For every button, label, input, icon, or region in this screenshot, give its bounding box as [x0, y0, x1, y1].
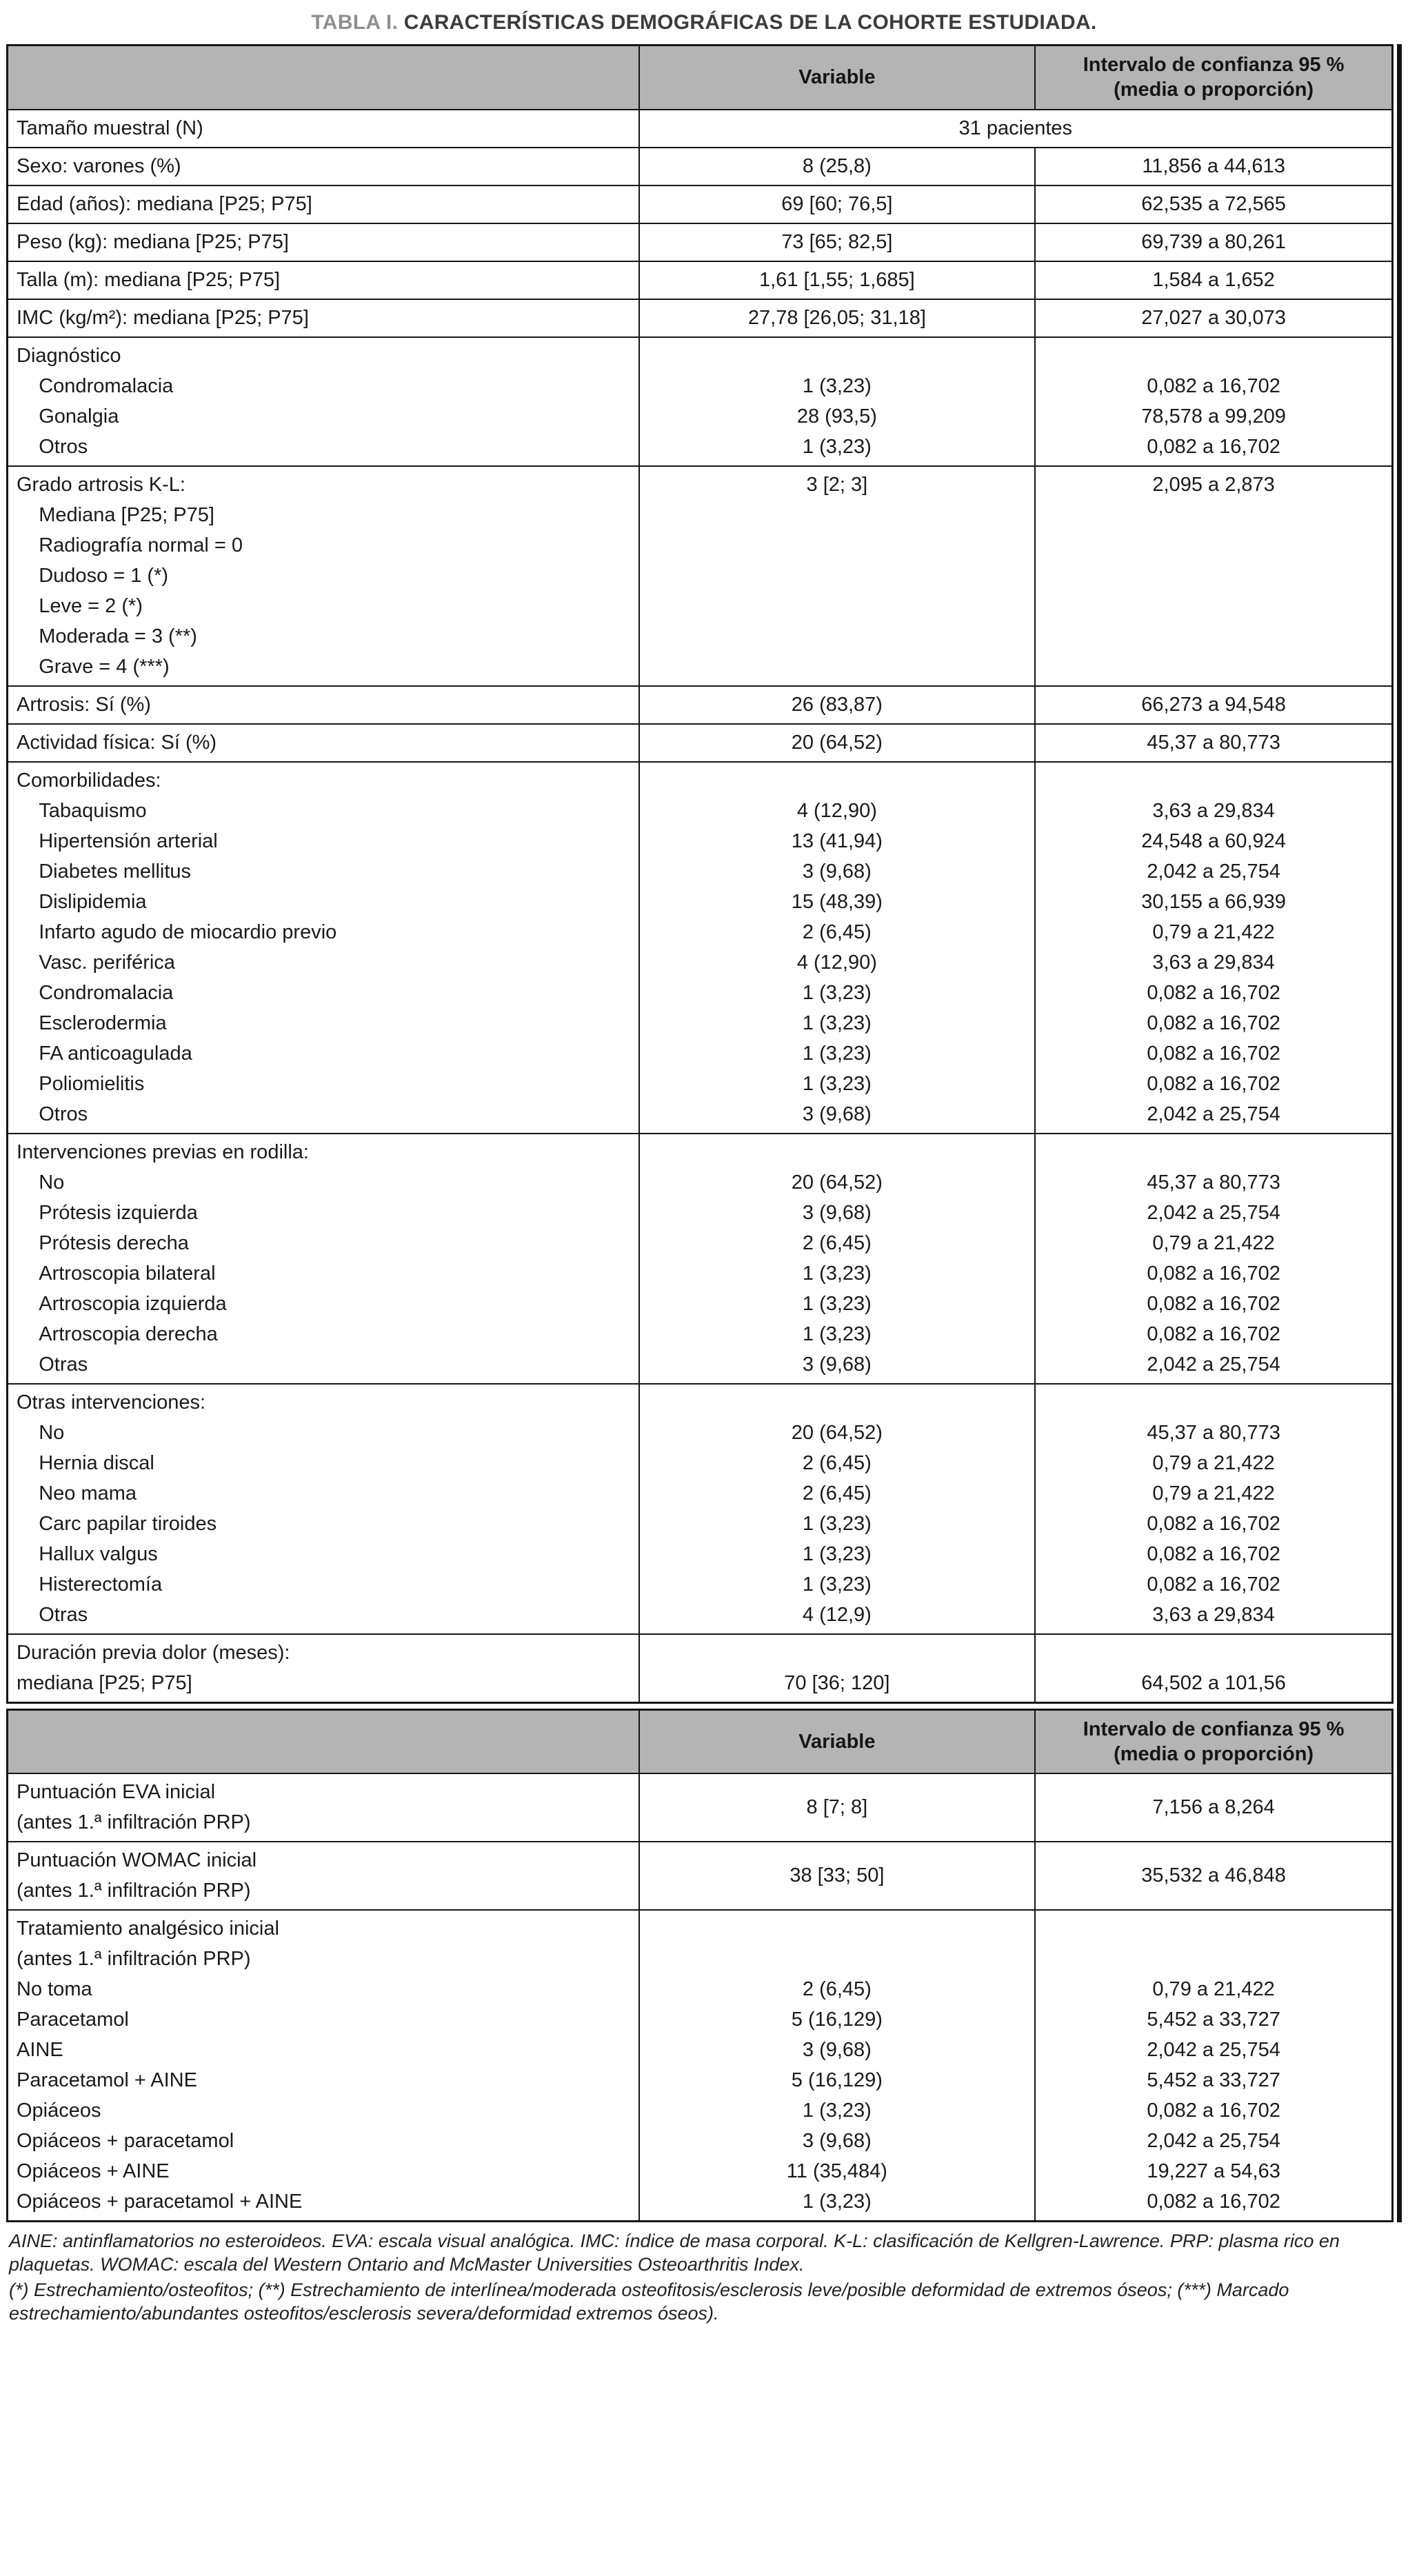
row-label: Actividad física: Sí (%): [6, 723, 640, 763]
table-row: Comorbilidades: Tabaquismo Hipertensión …: [6, 761, 1394, 1134]
header-row: Variable Intervalo de confianza 95 % (med…: [6, 44, 1394, 110]
table-row: Sexo: varones (%) 8 (25,8) 11,856 a 44,613: [6, 146, 1394, 186]
row-confidence-interval-value: 7,156 a 8,264: [1034, 1773, 1394, 1842]
demographics-table-1: Variable Intervalo de confianza 95 % (med…: [6, 44, 1394, 1704]
row-label: Artrosis: Sí (%): [6, 685, 640, 725]
table-row: IMC (kg/m²): mediana [P25; P75] 27,78 [26…: [6, 298, 1394, 338]
header-confidence-interval: Intervalo de confianza 95 % (media o pro…: [1034, 44, 1394, 110]
row-label: Talla (m): mediana [P25; P75]: [6, 260, 640, 300]
row-variable-value: 8 [7; 8]: [638, 1773, 1036, 1842]
row-variable-value: 8 (25,8): [638, 146, 1036, 186]
row-variable-value: 2 (6,45) 5 (16,129) 3 (9,68) 5 (16,129) …: [638, 1909, 1036, 2222]
row-label: Comorbilidades: Tabaquismo Hipertensión …: [6, 761, 640, 1134]
table-row: Grado artrosis K-L: Mediana [P25; P75] R…: [6, 465, 1394, 687]
row-variable-value: 26 (83,87): [638, 685, 1036, 725]
row-confidence-interval-value: 0,79 a 21,422 5,452 a 33,727 2,042 a 25,…: [1034, 1909, 1394, 2222]
row-label: Edad (años): mediana [P25; P75]: [6, 184, 640, 224]
row-confidence-interval-value: 62,535 a 72,565: [1034, 184, 1394, 224]
row-confidence-interval-value: 11,856 a 44,613: [1034, 146, 1394, 186]
row-confidence-interval-value: 0,082 a 16,702 78,578 a 99,209 0,082 a 1…: [1034, 336, 1394, 467]
row-label: Tratamiento analgésico inicial (antes 1.…: [6, 1909, 640, 2222]
row-label: Diagnóstico Condromalacia Gonalgia Otros: [6, 336, 640, 467]
table-title: TABLA I. CARACTERÍSTICAS DEMOGRÁFICAS DE…: [6, 11, 1402, 34]
row-label: Puntuación EVA inicial (antes 1.ª infilt…: [6, 1773, 640, 1842]
header-variable: Variable: [638, 1709, 1036, 1774]
row-confidence-interval-value: 35,532 a 46,848: [1034, 1841, 1394, 1911]
row-confidence-interval-value: 64,502 a 101,56: [1034, 1633, 1394, 1703]
row-label: Sexo: varones (%): [6, 146, 640, 186]
row-confidence-interval-value: 69,739 a 80,261: [1034, 222, 1394, 262]
row-confidence-interval-value: 45,37 a 80,773 0,79 a 21,422 0,79 a 21,4…: [1034, 1382, 1394, 1635]
row-variable-value: 1 (3,23) 28 (93,5) 1 (3,23): [638, 336, 1036, 467]
table-title-text: CARACTERÍSTICAS DEMOGRÁFICAS DE LA COHOR…: [403, 11, 1097, 34]
row-variable-value: 27,78 [26,05; 31,18]: [638, 298, 1036, 338]
row-confidence-interval-value: 45,37 a 80,773: [1034, 723, 1394, 763]
scan-edge-artifact: [1397, 44, 1402, 2222]
table-row: Edad (años): mediana [P25; P75] 69 [60; 7…: [6, 184, 1394, 224]
row-variable-value: 3 [2; 3]: [638, 465, 1036, 687]
row-label: Intervenciones previas en rodilla: No Pr…: [6, 1132, 640, 1385]
table-row: Peso (kg): mediana [P25; P75] 73 [65; 82,…: [6, 222, 1394, 262]
table-row: Duración previa dolor (meses): mediana […: [6, 1633, 1394, 1703]
table-row: Puntuación WOMAC inicial (antes 1.ª infi…: [6, 1841, 1394, 1911]
row-confidence-interval-value: 2,095 a 2,873: [1034, 465, 1394, 687]
row-variable-value: 69 [60; 76,5]: [638, 184, 1036, 224]
header-variable: Variable: [638, 44, 1036, 110]
tables-wrapper: Variable Intervalo de confianza 95 % (med…: [6, 44, 1402, 2222]
table-title-label: TABLA I.: [311, 11, 399, 34]
header-row: Variable Intervalo de confianza 95 % (med…: [6, 1709, 1394, 1774]
row-variable-value: 20 (64,52) 2 (6,45) 2 (6,45) 1 (3,23) 1 …: [638, 1382, 1036, 1635]
row-confidence-interval-value: 45,37 a 80,773 2,042 a 25,754 0,79 a 21,…: [1034, 1132, 1394, 1385]
table-row: Intervenciones previas en rodilla: No Pr…: [6, 1132, 1394, 1385]
row-label: Tamaño muestral (N): [6, 108, 640, 148]
row-confidence-interval-value: 27,027 a 30,073: [1034, 298, 1394, 338]
row-confidence-interval-value: 3,63 a 29,834 24,548 a 60,924 2,042 a 25…: [1034, 761, 1394, 1134]
table-row: Talla (m): mediana [P25; P75] 1,61 [1,55;…: [6, 260, 1394, 300]
header-confidence-interval: Intervalo de confianza 95 % (media o pro…: [1034, 1709, 1394, 1774]
table-row: Tratamiento analgésico inicial (antes 1.…: [6, 1909, 1394, 2222]
table-row: Tamaño muestral (N) 31 pacientes: [6, 108, 1394, 148]
footnote-abbreviations: AINE: antinflamatorios no esteroideos. E…: [9, 2231, 1340, 2275]
row-label: IMC (kg/m²): mediana [P25; P75]: [6, 298, 640, 338]
row-variable-value: 20 (64,52): [638, 723, 1036, 763]
table-row: Otras intervenciones: No Hernia discal N…: [6, 1382, 1394, 1635]
row-span-value: 31 pacientes: [638, 108, 1394, 148]
table-row: Diagnóstico Condromalacia Gonalgia Otros…: [6, 336, 1394, 467]
row-variable-value: 70 [36; 120]: [638, 1633, 1036, 1703]
row-variable-value: 1,61 [1,55; 1,685]: [638, 260, 1036, 300]
table-row: Puntuación EVA inicial (antes 1.ª infilt…: [6, 1773, 1394, 1842]
row-label: Peso (kg): mediana [P25; P75]: [6, 222, 640, 262]
footnote-asterisk-legend: (*) Estrechamiento/osteofitos; (**) Estr…: [9, 2280, 1289, 2324]
demographics-table-2: Variable Intervalo de confianza 95 % (med…: [6, 1708, 1394, 2222]
row-label: Otras intervenciones: No Hernia discal N…: [6, 1382, 640, 1635]
row-variable-value: 38 [33; 50]: [638, 1841, 1036, 1911]
table-row: Artrosis: Sí (%) 26 (83,87) 66,273 a 94,54…: [6, 685, 1394, 725]
row-variable-value: 20 (64,52) 3 (9,68) 2 (6,45) 1 (3,23) 1 …: [638, 1132, 1036, 1385]
row-confidence-interval-value: 66,273 a 94,548: [1034, 685, 1394, 725]
header-empty-cell: [6, 1709, 640, 1774]
row-variable-value: 4 (12,90) 13 (41,94) 3 (9,68) 15 (48,39)…: [638, 761, 1036, 1134]
row-label: Duración previa dolor (meses): mediana […: [6, 1633, 640, 1703]
footnotes: AINE: antinflamatorios no esteroideos. E…: [6, 2229, 1402, 2325]
row-confidence-interval-value: 1,584 a 1,652: [1034, 260, 1394, 300]
header-empty-cell: [6, 44, 640, 110]
table-row: Actividad física: Sí (%) 20 (64,52) 45,37 …: [6, 723, 1394, 763]
row-label: Grado artrosis K-L: Mediana [P25; P75] R…: [6, 465, 640, 687]
row-label: Puntuación WOMAC inicial (antes 1.ª infi…: [6, 1841, 640, 1911]
row-variable-value: 73 [65; 82,5]: [638, 222, 1036, 262]
